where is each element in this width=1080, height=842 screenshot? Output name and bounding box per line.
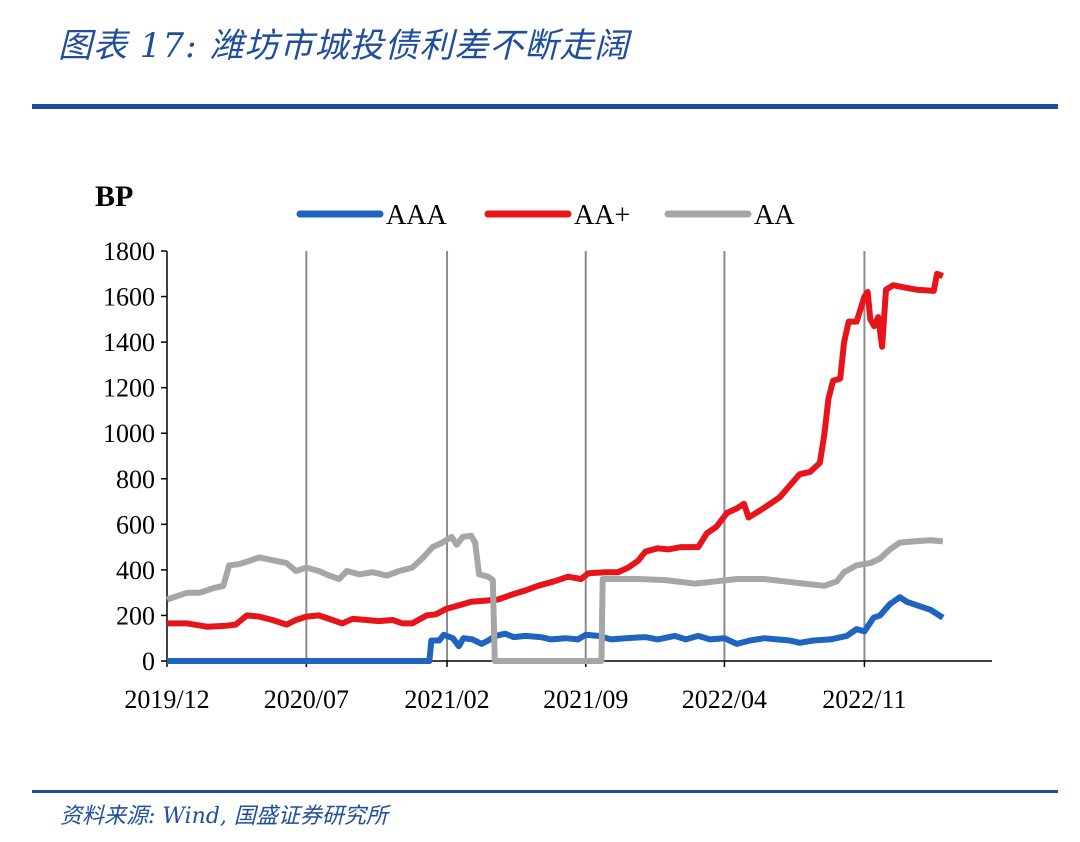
x-tick-label: 2022/11 xyxy=(822,685,906,714)
legend-label: AA xyxy=(754,200,795,231)
title-divider xyxy=(32,104,1058,109)
footer-divider xyxy=(32,790,1058,793)
x-tick-label: 2019/12 xyxy=(124,685,209,714)
x-tick-label: 2021/09 xyxy=(543,685,628,714)
legend-label: AA+ xyxy=(574,200,630,231)
series-layer xyxy=(166,270,945,664)
y-tick-label: 400 xyxy=(116,556,155,585)
axes: 2019/12 2020/07 2021/02 2021/09 2022/04 2022/… xyxy=(103,237,992,714)
legend: AAA AA+ AA xyxy=(296,200,795,231)
y-tick-label: 1200 xyxy=(103,374,155,403)
x-tick-label: 2021/02 xyxy=(404,685,489,714)
y-tick-label: 600 xyxy=(116,510,155,539)
y-tick-label: 800 xyxy=(116,465,155,494)
y-tick-label: 200 xyxy=(116,601,155,630)
source-note: 资料来源: Wind, 国盛证券研究所 xyxy=(60,804,388,829)
y-unit-label: BP xyxy=(95,180,133,213)
series-line-aaa xyxy=(167,594,945,664)
y-tick-label: 1600 xyxy=(103,283,155,312)
y-tick-label: 1400 xyxy=(103,328,155,357)
y-tick-label: 1000 xyxy=(103,419,155,448)
chart-title: 图表 17: 潍坊市城投债利差不断走阔 xyxy=(58,26,630,66)
series-line-aaplus xyxy=(167,270,944,630)
series-line-aa xyxy=(166,532,944,664)
y-tick-label: 0 xyxy=(142,647,155,676)
x-tick-label: 2020/07 xyxy=(264,685,349,714)
legend-label: AAA xyxy=(386,200,447,231)
x-tick-label: 2022/04 xyxy=(682,685,767,714)
y-tick-label: 1800 xyxy=(103,237,155,266)
grid-lines xyxy=(305,251,866,661)
